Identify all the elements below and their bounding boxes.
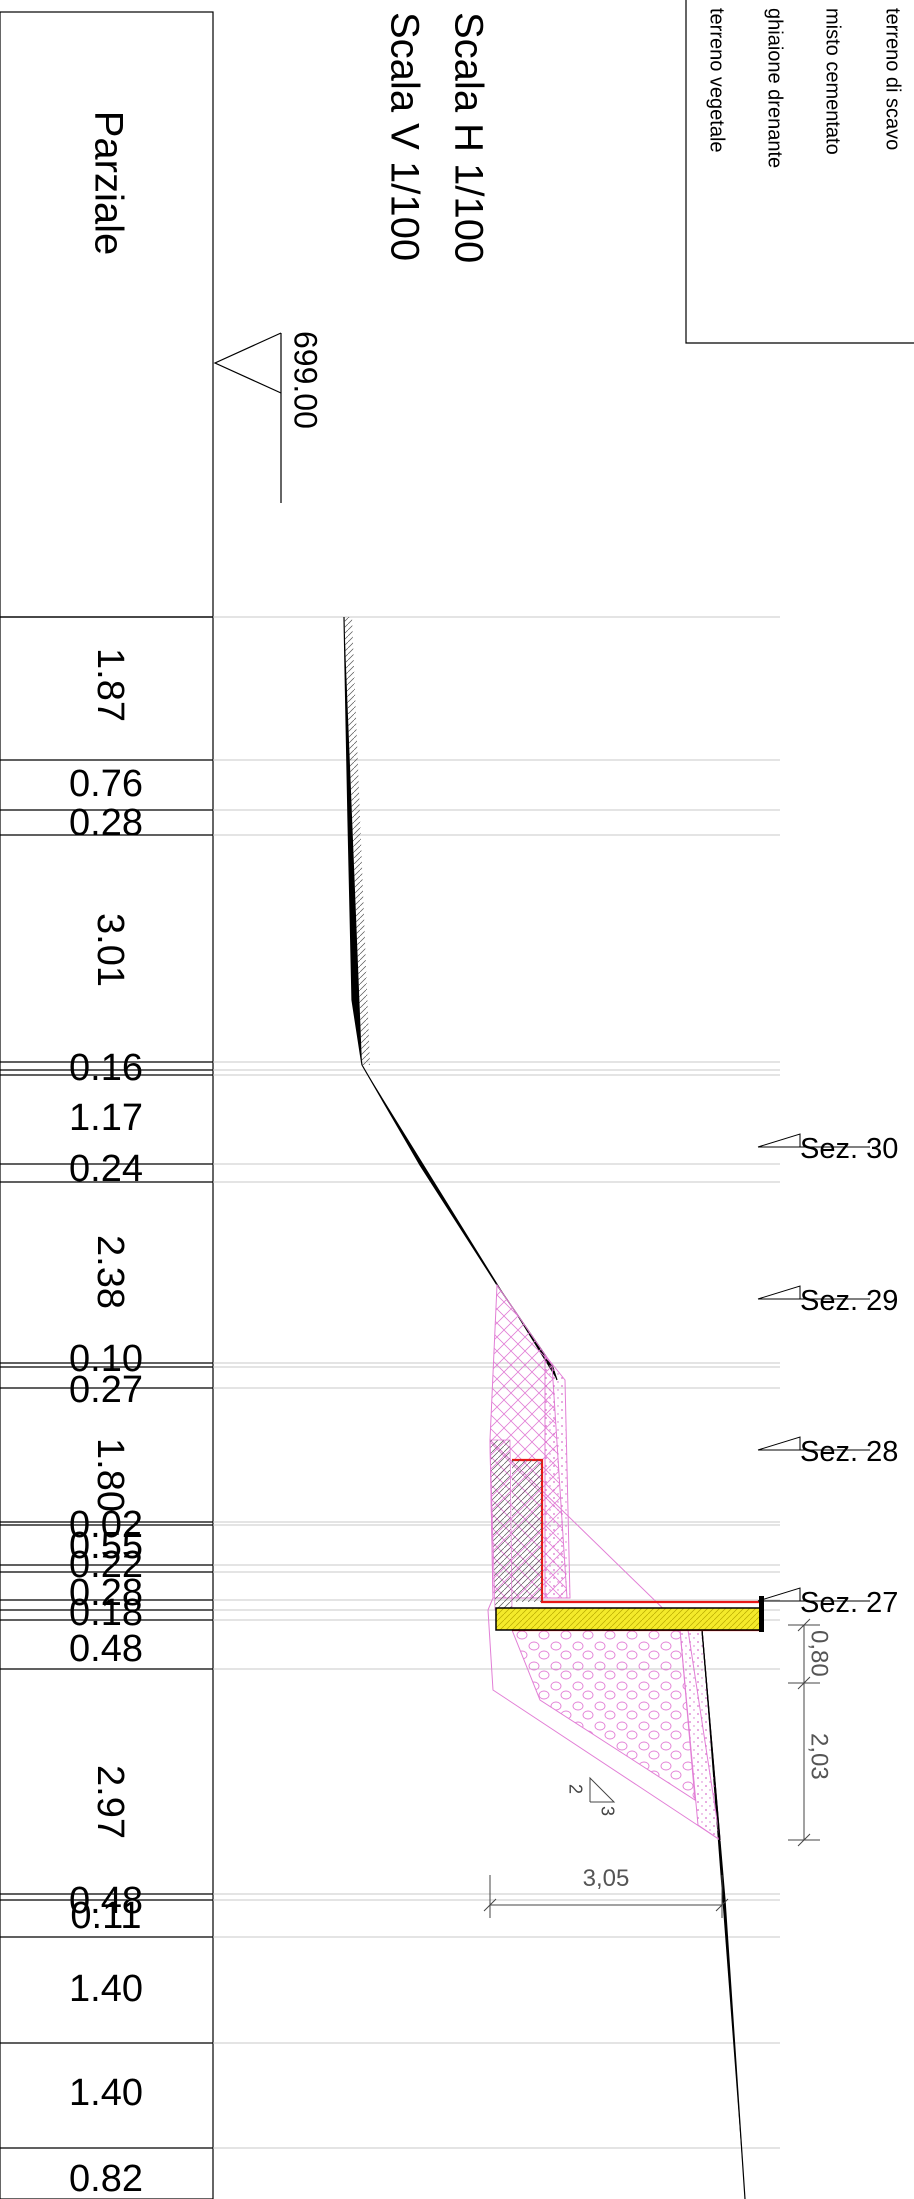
slope-run: 2 [565,1784,585,1794]
wall-stem-hatch [512,1460,542,1602]
section-label: Sez. 27 [800,1587,898,1619]
partial-value: 0.16 [69,1047,143,1089]
section-marker-flag [757,1436,801,1451]
height-dim-slash-mid [797,1676,811,1690]
table-frame [0,11,214,2199]
partial-value: 0.76 [69,763,143,805]
terrain-hatch-strip [344,617,370,1065]
height-dim-slash-bottom [797,1833,811,1847]
width-dimension: 3,05 [583,1865,630,1892]
partial-value: 1.40 [69,1968,143,2010]
legend-item: misto cementato [822,8,844,155]
earthwork-section [487,1283,726,1906]
section-marker-flag [757,1285,801,1300]
partial-value: 0.48 [69,1628,143,1670]
datum-elevation: 699.00 [288,331,324,429]
section-marker-flag [757,1133,801,1148]
retaining-wall [495,1458,764,1632]
partial-value: 1.40 [69,2072,143,2114]
height-dim-slash-top [797,1618,811,1632]
partial-value: 2.38 [89,1235,131,1309]
section-label: Sez. 28 [800,1436,898,1468]
section-label: Sez. 30 [800,1133,898,1165]
partial-value: 0.18 [69,1592,143,1634]
partial-value: 0.22 [69,1544,143,1586]
partial-value: 0.24 [69,1148,143,1190]
legend-item: ghiaione drenante [764,8,786,168]
legend: terreno di scavo misto cementato ghiaione … [685,0,914,344]
partials-table: Parziale 1.870.760.283.010.161.170.242.3… [0,11,214,2199]
column-title: Parziale [86,111,130,256]
scale-h-label: Scala H 1/100 [446,12,490,263]
base-slab [495,1607,761,1631]
partial-value: 0.02 [69,1504,143,1546]
partial-value: 0.28 [69,1572,143,1614]
partial-value: 0.10 [69,1338,143,1380]
datum-triangle [213,332,282,394]
slope-triangle [589,1776,616,1803]
partial-value: 0.28 [69,802,143,844]
section-label: Sez. 29 [800,1285,898,1317]
section-marker-flag [757,1587,801,1602]
scale-v-label: Scala V 1/100 [382,12,426,261]
gravel-drain-zone [511,1629,696,1801]
slab-end-cap [759,1596,764,1632]
partial-value: 0.11 [70,1895,141,1937]
legend-item: terreno vegetale [706,8,728,153]
partial-value: 0.48 [69,1880,143,1922]
partial-value: 3.01 [89,913,131,987]
partials-rows: 1.870.760.283.010.161.170.242.380.100.27… [0,616,213,2199]
partial-value: 0.55 [69,1525,143,1567]
partial-value: 0.27 [69,1369,143,1411]
partial-value: 2.97 [89,1765,131,1839]
width-dim-slash-left [483,1898,497,1912]
legend-item: terreno di scavo [882,8,904,150]
legend-items: terreno di scavo misto cementato ghiaione … [706,8,904,168]
legend-frame [685,0,914,344]
dimension-annotations: 3,05 0,80 2,03 2 3 [483,1618,833,1918]
dotted-backfill-zone [544,1353,571,1599]
partial-value: 1.87 [89,648,131,722]
height-dimension-bottom: 2,03 [806,1733,833,1780]
partial-value: 1.17 [69,1097,143,1139]
width-dim-slash-right [715,1898,729,1912]
partial-value: 1.80 [89,1438,131,1512]
height-dimension-top: 0,80 [806,1630,833,1677]
datum-marker: 699.00 [213,331,324,503]
partial-value: 0.82 [69,2158,143,2199]
section-markers: Sez. 30 Sez. 29 Sez. 28 Sez. 27 [757,1133,898,1619]
ground-line-continue [701,1629,726,1906]
slope-rise: 3 [597,1806,617,1816]
